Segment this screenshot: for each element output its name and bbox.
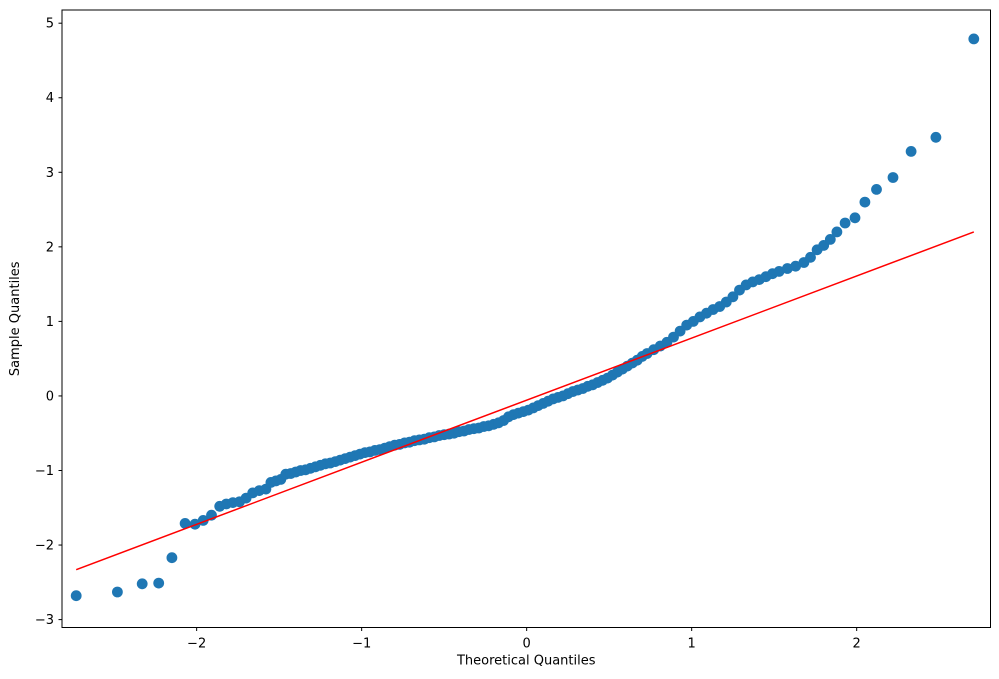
data-point <box>805 251 816 263</box>
data-point <box>773 266 785 277</box>
data-point <box>968 33 980 45</box>
y-tick-label: 2 <box>46 240 54 255</box>
x-tick-label: 2 <box>853 637 861 652</box>
data-point <box>839 217 851 229</box>
data-point <box>905 146 917 157</box>
y-tick-label: 5 <box>46 17 54 32</box>
data-point <box>871 184 882 195</box>
y-tick-label: −2 <box>35 539 54 554</box>
data-point <box>790 260 801 272</box>
data-point <box>859 196 871 208</box>
data-point <box>70 590 82 602</box>
reference-line <box>75 231 975 571</box>
data-point <box>849 212 861 224</box>
x-tick-label: 0 <box>523 637 531 652</box>
data-point <box>887 172 899 183</box>
x-tick-label: −1 <box>352 637 371 652</box>
data-point <box>153 577 165 589</box>
data-point <box>166 552 178 564</box>
y-tick-label: 4 <box>46 91 54 106</box>
y-tick-label: 1 <box>46 315 54 330</box>
data-point <box>727 291 739 303</box>
x-axis-label: Theoretical Quantiles <box>456 654 596 669</box>
data-point <box>136 578 148 590</box>
data-point <box>112 586 123 598</box>
data-point <box>179 518 191 529</box>
x-tick-label: −2 <box>187 637 206 652</box>
y-axis-ticks: −3 −2 −1 0 1 2 3 4 5 <box>35 17 62 628</box>
scatter-points-layer <box>70 33 980 602</box>
data-point <box>831 226 843 238</box>
y-tick-label: −3 <box>35 613 54 628</box>
data-point <box>824 234 836 245</box>
y-tick-label: 0 <box>46 389 54 404</box>
plot-background <box>62 10 991 628</box>
y-tick-label: 3 <box>46 166 54 181</box>
x-axis-ticks: −2 −1 0 1 2 <box>187 627 861 652</box>
data-point <box>782 263 793 274</box>
y-tick-label: −1 <box>35 464 54 479</box>
y-axis-label: Sample Quantiles <box>8 261 23 376</box>
x-tick-label: 1 <box>688 637 696 652</box>
data-point <box>930 131 942 143</box>
